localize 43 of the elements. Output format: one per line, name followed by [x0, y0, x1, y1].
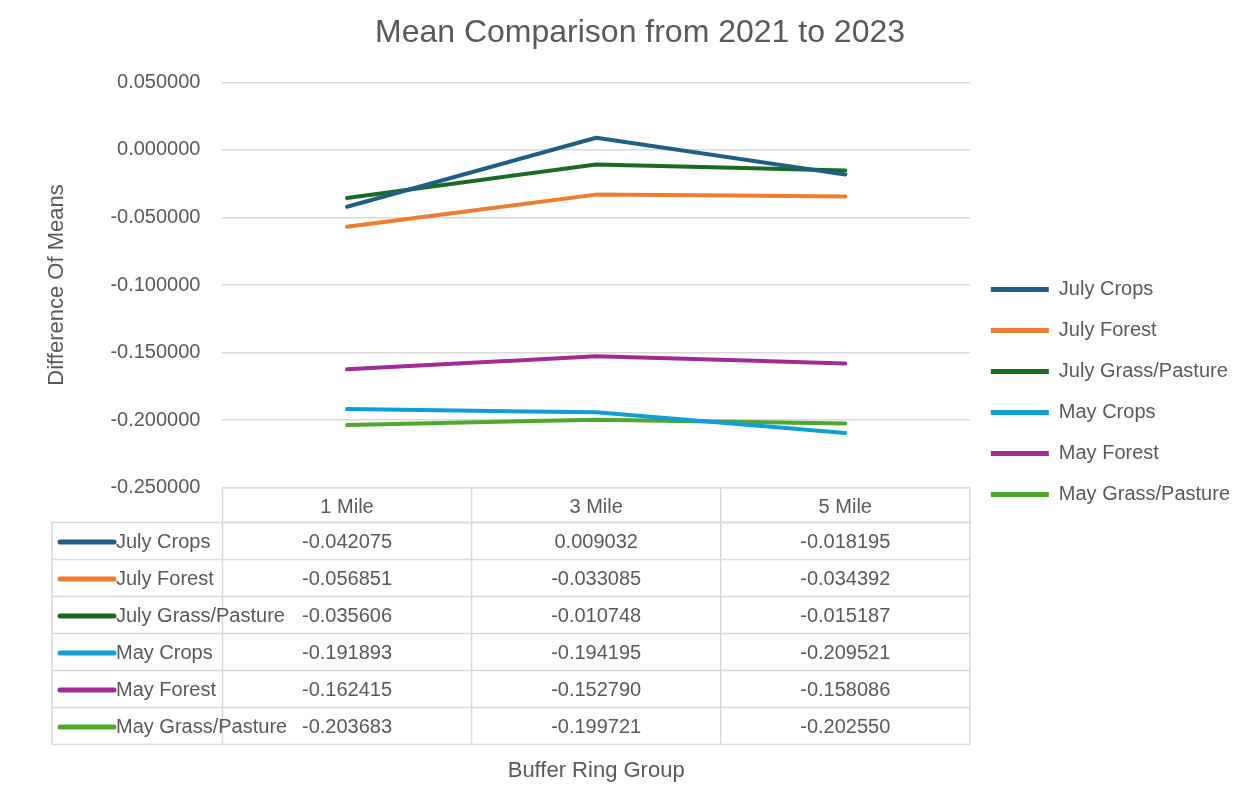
- data-label: -0.194195: [551, 640, 642, 663]
- data-label: -0.202550: [800, 714, 891, 737]
- y-tick-label: 0.000000: [117, 137, 201, 160]
- y-tick-label: -0.200000: [110, 407, 201, 430]
- legend-label: May Grass/Pasture: [1058, 482, 1231, 505]
- data-label: -0.203683: [302, 714, 393, 737]
- data-label: -0.010748: [551, 603, 642, 626]
- data-label: -0.199721: [551, 714, 642, 737]
- data-label: -0.042075: [302, 529, 393, 552]
- data-label: -0.056851: [302, 566, 393, 589]
- data-label: -0.035606: [302, 603, 393, 626]
- data-label: -0.162415: [302, 677, 393, 700]
- y-tick-label: -0.150000: [110, 340, 201, 363]
- text: Buffer Ring Group: [507, 756, 685, 782]
- x-tick-label: 5 Mile: [818, 494, 872, 517]
- x-tick-label: 1 Mile: [320, 494, 374, 517]
- data-label: -0.158086: [800, 677, 891, 700]
- legend-label: July Crops: [1058, 277, 1154, 300]
- text: May Forest: [116, 677, 217, 700]
- text: July Forest: [116, 566, 214, 589]
- text: July Grass/Pasture: [116, 603, 285, 626]
- data-label: -0.209521: [800, 640, 891, 663]
- y-tick-label: 0.050000: [117, 69, 201, 92]
- text: May Grass/Pasture: [116, 714, 288, 737]
- data-label: -0.018195: [800, 529, 891, 552]
- text: May Crops: [116, 640, 213, 663]
- data-label: -0.152790: [551, 677, 642, 700]
- y-tick-label: -0.100000: [110, 272, 201, 295]
- data-label: 0.009032: [554, 529, 638, 552]
- x-tick-label: 3 Mile: [569, 494, 623, 517]
- legend-label: July Forest: [1058, 318, 1158, 341]
- data-label: -0.191893: [302, 640, 393, 663]
- legend-label: May Crops: [1058, 400, 1156, 423]
- y-tick-label: -0.250000: [110, 475, 201, 498]
- data-label: -0.015187: [800, 603, 891, 626]
- chart-title: Mean Comparison from 2021 to 2023: [374, 13, 906, 50]
- data-label: -0.033085: [551, 566, 642, 589]
- text: July Crops: [116, 529, 211, 552]
- data-label: -0.034392: [800, 566, 891, 589]
- legend-label: July Grass/Pasture: [1058, 359, 1228, 382]
- y-tick-label: -0.050000: [110, 204, 201, 227]
- legend-label: May Forest: [1058, 441, 1160, 464]
- y-axis-title: Difference Of Means: [43, 184, 69, 386]
